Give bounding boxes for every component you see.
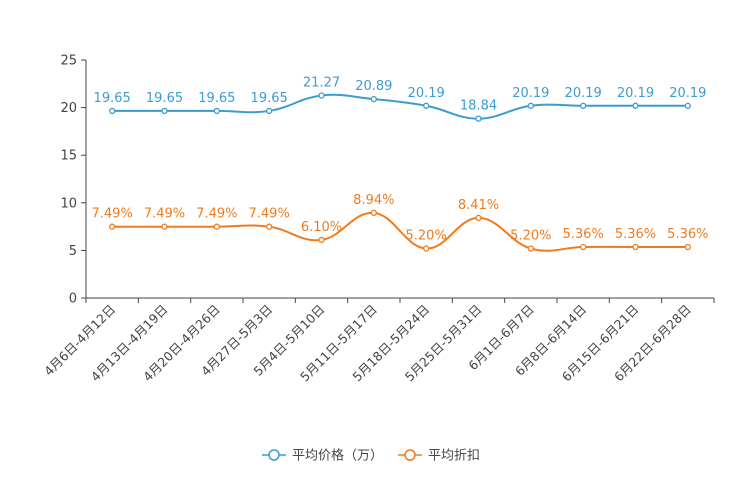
- data-point[interactable]: [528, 103, 533, 108]
- data-label: 8.41%: [458, 198, 499, 213]
- data-label: 5.20%: [510, 228, 551, 243]
- data-label: 5.36%: [667, 227, 708, 242]
- data-label: 19.65: [94, 91, 131, 106]
- data-point[interactable]: [110, 108, 115, 113]
- data-label: 20.19: [565, 86, 602, 101]
- legend-label: 平均折扣: [428, 449, 480, 464]
- data-point[interactable]: [371, 210, 376, 215]
- data-label: 5.20%: [406, 228, 447, 243]
- y-tick-label: 5: [69, 244, 77, 259]
- data-point[interactable]: [581, 103, 586, 108]
- data-label: 7.49%: [92, 207, 133, 222]
- data-label: 20.19: [669, 86, 706, 101]
- data-point[interactable]: [633, 244, 638, 249]
- legend-item-1[interactable]: 平均价格（万）: [262, 448, 383, 464]
- data-label: 19.65: [251, 91, 288, 106]
- data-label: 7.49%: [144, 207, 185, 222]
- data-point[interactable]: [214, 108, 219, 113]
- series-1: 19.65 19.65 19.65 19.65 21.27 20.89 20.19 18.84…: [94, 76, 707, 122]
- data-label: 7.49%: [196, 207, 237, 222]
- y-tick-label: 10: [60, 196, 77, 211]
- data-point[interactable]: [685, 244, 690, 249]
- series-2: 7.49% 7.49% 7.49% 7.49% 6.10% 8.94% 5.20% 8.41%…: [92, 193, 709, 251]
- data-label: 19.65: [198, 91, 235, 106]
- y-tick-label: 20: [60, 101, 77, 116]
- data-point[interactable]: [319, 237, 324, 242]
- legend-item-2[interactable]: 平均折扣: [398, 449, 480, 464]
- data-label: 8.94%: [353, 193, 394, 208]
- data-label: 20.19: [408, 86, 445, 101]
- data-label: 20.19: [512, 86, 549, 101]
- data-point[interactable]: [528, 246, 533, 251]
- legend: 平均价格（万） 平均折扣: [262, 448, 480, 464]
- data-point[interactable]: [424, 103, 429, 108]
- data-point[interactable]: [162, 108, 167, 113]
- data-point[interactable]: [267, 108, 272, 113]
- legend-marker-icon: [269, 450, 279, 460]
- data-label: 7.49%: [249, 207, 290, 222]
- y-tick-label: 0: [69, 292, 77, 307]
- data-point[interactable]: [371, 97, 376, 102]
- line-chart: 05101520254月6日-4月12日4月13日-4月19日4月20日-4月2…: [0, 0, 744, 496]
- legend-label: 平均价格（万）: [292, 448, 383, 464]
- axes: 05101520254月6日-4月12日4月13日-4月19日4月20日-4月2…: [41, 54, 714, 385]
- data-point[interactable]: [581, 244, 586, 249]
- data-point[interactable]: [214, 224, 219, 229]
- data-label: 5.36%: [563, 227, 604, 242]
- data-point[interactable]: [476, 215, 481, 220]
- data-point[interactable]: [162, 224, 167, 229]
- data-point[interactable]: [685, 103, 690, 108]
- data-label: 21.27: [303, 76, 340, 91]
- data-point[interactable]: [267, 224, 272, 229]
- y-tick-label: 25: [60, 54, 77, 69]
- data-label: 20.89: [355, 79, 392, 94]
- data-label: 19.65: [146, 91, 183, 106]
- data-point[interactable]: [110, 224, 115, 229]
- legend-marker-icon: [405, 450, 415, 460]
- data-label: 20.19: [617, 86, 654, 101]
- y-tick-label: 15: [60, 149, 77, 164]
- data-point[interactable]: [476, 116, 481, 121]
- series-layer: 19.65 19.65 19.65 19.65 21.27 20.89 20.19 18.84…: [92, 76, 709, 251]
- data-label: 18.84: [460, 99, 497, 114]
- data-point[interactable]: [633, 103, 638, 108]
- data-point[interactable]: [319, 93, 324, 98]
- data-label: 5.36%: [615, 227, 656, 242]
- data-label: 6.10%: [301, 220, 342, 235]
- data-point[interactable]: [424, 246, 429, 251]
